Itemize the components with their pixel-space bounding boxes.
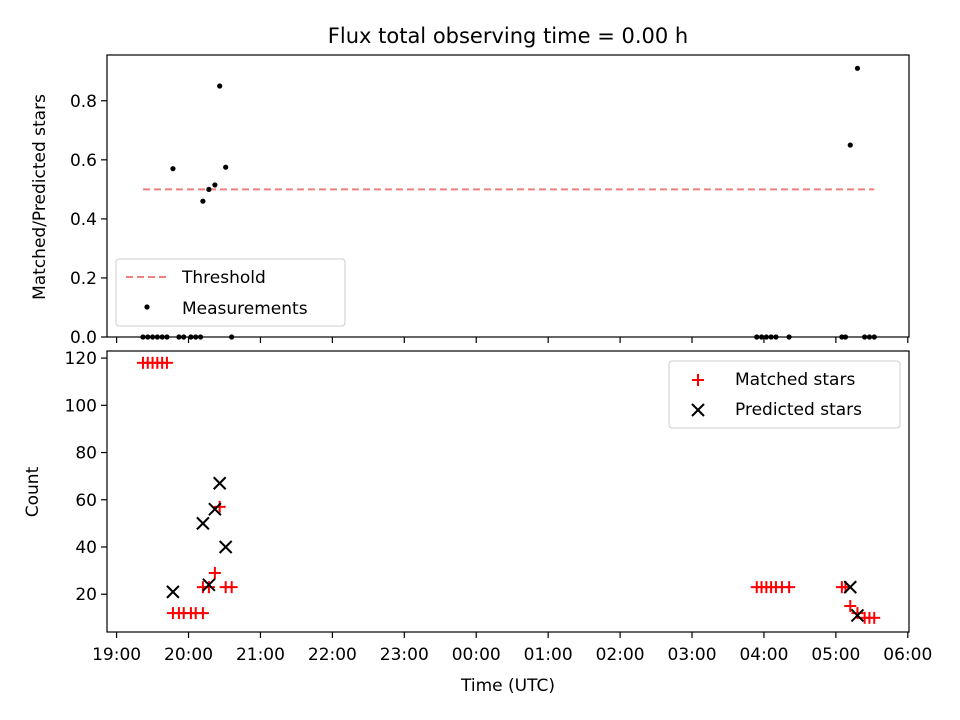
top-legend: Threshold Measurements xyxy=(115,258,346,327)
bottom-plot-frame xyxy=(106,350,910,633)
bottom-x-tick-label: 00:00 xyxy=(452,645,501,665)
measurement-point xyxy=(197,334,204,340)
matched-star-point xyxy=(844,600,857,613)
measurement-point xyxy=(193,334,199,340)
top-y-tick-label: 0.4 xyxy=(70,210,97,230)
measurement-point xyxy=(847,142,853,148)
measurement-point xyxy=(206,186,212,192)
measurement-point xyxy=(842,334,849,340)
measurement-point xyxy=(763,334,769,340)
top-legend-box xyxy=(115,258,346,327)
bottom-panel: Count Time (UTC) 20 40 60 80 100 120 19:00 20:… xyxy=(23,349,932,696)
top-marks xyxy=(140,65,877,340)
measurement-point xyxy=(786,334,792,340)
bottom-marks xyxy=(136,356,881,624)
bottom-x-tick-label: 22:00 xyxy=(308,645,357,665)
predicted-star-point xyxy=(202,578,216,592)
matched-star-point xyxy=(213,500,226,513)
top-y-tick-label: 0.2 xyxy=(70,269,97,289)
measurement-point xyxy=(871,334,877,340)
measurement-point xyxy=(754,334,760,340)
legend-measurements-label: Measurements xyxy=(182,299,308,319)
bottom-y-tick-label: 120 xyxy=(65,349,97,369)
legend-predicted-label: Predicted stars xyxy=(735,400,862,420)
bottom-x-tick-label: 05:00 xyxy=(811,645,860,665)
measurement-point xyxy=(159,334,165,340)
bottom-y-tick-label: 40 xyxy=(75,538,97,558)
bottom-x-tick-label: 06:00 xyxy=(883,645,932,665)
bottom-y-tick-label: 20 xyxy=(75,585,97,605)
top-y-ticks: 0.0 0.2 0.4 0.6 0.8 xyxy=(70,92,107,348)
measurement-point xyxy=(212,182,218,188)
bottom-x-tick-label: 20:00 xyxy=(164,645,213,665)
top-x-ticks xyxy=(115,337,909,343)
matched-star-point xyxy=(208,566,221,579)
measurement-point xyxy=(170,166,176,172)
predicted-star-point xyxy=(850,608,865,623)
predicted-star-point xyxy=(208,502,222,516)
measurement-point xyxy=(223,164,229,170)
matched-star-point xyxy=(851,607,864,620)
bottom-y-tick-label: 60 xyxy=(75,491,97,511)
bottom-x-tick-label: 23:00 xyxy=(380,645,429,665)
legend-matched-label: Matched stars xyxy=(735,370,855,390)
measurement-point xyxy=(229,334,235,340)
measurement-point xyxy=(188,334,194,340)
measurement-point xyxy=(773,334,779,340)
measurement-point xyxy=(176,334,182,340)
measurement-point xyxy=(862,334,868,340)
predicted-star-point xyxy=(212,476,227,490)
measurement-point xyxy=(217,83,223,89)
matched-star-point xyxy=(868,611,881,624)
measurement-point xyxy=(140,334,146,340)
bottom-legend: Matched stars Predicted stars xyxy=(668,360,901,429)
measurement-point xyxy=(164,334,170,340)
bottom-y-axis-label: Count xyxy=(23,466,43,517)
measurement-point xyxy=(866,334,873,340)
top-panel: Flux total observing time = 0.00 h Match… xyxy=(30,24,910,348)
matched-star-point xyxy=(196,607,209,620)
bottom-x-tick-label: 19:00 xyxy=(92,645,141,665)
legend-predicted-swatch xyxy=(691,403,705,417)
bottom-x-axis-label: Time (UTC) xyxy=(460,676,555,696)
top-plot-frame xyxy=(106,54,910,338)
measurement-point xyxy=(200,198,206,204)
bottom-y-ticks: 20 40 60 80 100 120 xyxy=(65,349,107,605)
top-chart-title: Flux total observing time = 0.00 h xyxy=(328,24,688,48)
bottom-y-tick-label: 100 xyxy=(65,396,97,416)
matched-star-point xyxy=(783,581,796,594)
measurement-point xyxy=(854,65,861,71)
bottom-x-tick-label: 02:00 xyxy=(596,645,645,665)
legend-matched-swatch xyxy=(692,374,704,386)
measurement-point xyxy=(758,334,765,340)
bottom-x-tick-label: 03:00 xyxy=(668,645,717,665)
top-y-axis-label: Matched/Predicted stars xyxy=(30,94,50,300)
top-y-tick-label: 0.8 xyxy=(70,92,97,112)
measurement-point xyxy=(839,334,845,340)
measurement-point xyxy=(181,334,187,340)
measurement-point xyxy=(149,334,156,340)
matched-star-point xyxy=(202,581,215,594)
top-y-tick-label: 0.0 xyxy=(70,328,97,348)
matched-star-point xyxy=(225,581,238,594)
predicted-star-point xyxy=(843,580,857,594)
measurement-point xyxy=(768,334,774,340)
predicted-star-point xyxy=(166,585,180,599)
matched-star-point xyxy=(160,356,173,369)
measurement-point xyxy=(154,334,160,340)
predicted-star-point xyxy=(218,540,233,554)
measurement-point xyxy=(145,334,151,340)
bottom-x-tick-label: 21:00 xyxy=(236,645,285,665)
legend-threshold-label: Threshold xyxy=(181,268,266,288)
legend-measurements-swatch xyxy=(144,304,150,310)
top-y-tick-label: 0.6 xyxy=(70,151,97,171)
predicted-star-point xyxy=(196,516,210,531)
bottom-x-tick-label: 04:00 xyxy=(739,645,788,665)
bottom-legend-box xyxy=(668,360,901,429)
bottom-y-tick-label: 80 xyxy=(75,444,97,464)
bottom-x-ticks: 19:00 20:00 21:00 22:00 23:00 00:00 01:00 02:00… xyxy=(92,632,932,665)
bottom-x-tick-label: 01:00 xyxy=(524,645,573,665)
